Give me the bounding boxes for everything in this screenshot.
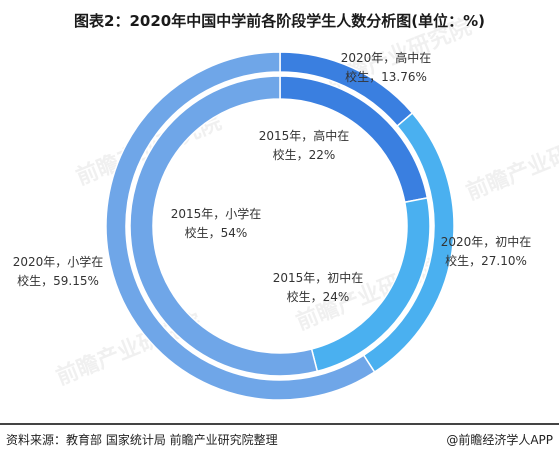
watermark-4: 前瞻产业研究院 xyxy=(463,124,559,206)
inner-slice-2 xyxy=(129,75,319,377)
inner-ring-2015 xyxy=(129,75,431,377)
footer: 资料来源：教育部 国家统计局 前瞻产业研究院整理 @前瞻经济学人APP xyxy=(0,423,559,453)
outer-slice-2 xyxy=(105,51,376,401)
slice-label-3: 2015年，高中在校生，22% xyxy=(259,128,350,162)
outer-ring-2020 xyxy=(105,51,455,401)
brand-credit: @前瞻经济学人APP xyxy=(446,433,553,447)
slice-label-5: 2015年，小学在校生，54% xyxy=(171,206,262,240)
source-note: 资料来源：教育部 国家统计局 前瞻产业研究院整理 xyxy=(6,433,278,447)
slice-label-0: 2020年，高中在校生，13.76% xyxy=(341,50,432,84)
slice-label-4: 2015年，初中在校生，24% xyxy=(273,270,364,304)
chart-title: 图表2：2020年中国中学前各阶段学生人数分析图(单位：%) xyxy=(74,12,485,30)
slice-labels: 2020年，高中在校生，13.76% 2020年，初中在校生，27.10% 2020… xyxy=(13,50,532,304)
slice-label-1: 2020年，初中在校生，27.10% xyxy=(441,234,532,268)
slice-label-2: 2020年，小学在校生，59.15% xyxy=(13,254,104,288)
